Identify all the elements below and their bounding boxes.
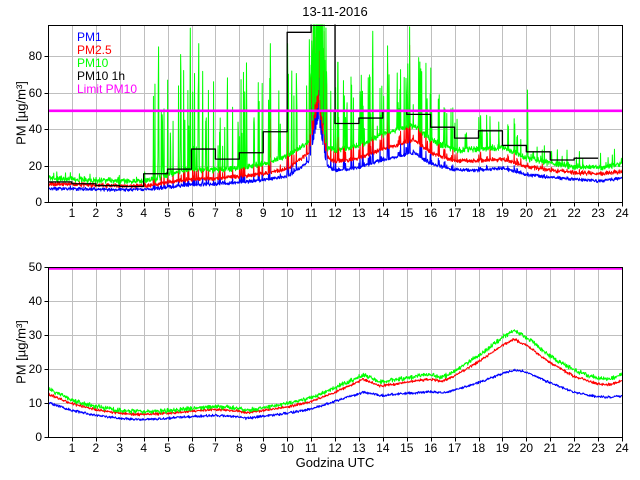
x-tick-label: 7 <box>212 441 219 455</box>
x-tick-label: 19 <box>495 206 510 220</box>
x-tick-label: 11 <box>304 206 318 220</box>
x-tick-label: 16 <box>423 206 438 220</box>
x-tick-label: 20 <box>519 206 533 220</box>
x-tick-label: 13 <box>352 206 366 220</box>
x-tick-label: 1 <box>68 206 76 220</box>
x-tick-label: 23 <box>591 441 605 455</box>
legend-item-pm10-1h: PM10 1h <box>77 69 126 83</box>
x-tick-label: 10 <box>280 206 294 220</box>
x-tick-label: 22 <box>567 206 581 220</box>
y-tick-label: 40 <box>28 294 42 308</box>
x-tick-label: 21 <box>543 441 557 455</box>
x-tick-label: 22 <box>567 441 581 455</box>
x-tick-label: 4 <box>140 441 147 455</box>
y-tick-label: 50 <box>28 260 42 274</box>
x-tick-label: 3 <box>116 206 124 220</box>
x-tick-label: 7 <box>212 206 219 220</box>
x-tick-label: 14 <box>376 206 390 220</box>
x-tick-label: 16 <box>423 441 438 455</box>
legend-item-limit-pm10: Limit PM10 <box>77 82 138 96</box>
legend-item-pm10: PM10 <box>77 56 109 70</box>
x-tick-label: 2 <box>92 441 100 455</box>
x-tick-label: 5 <box>164 441 171 455</box>
y-tick-label: 40 <box>28 122 42 136</box>
y-tick-label: 10 <box>28 396 42 410</box>
x-tick-label: 19 <box>495 441 510 455</box>
x-tick-label: 14 <box>376 441 390 455</box>
x-tick-label: 15 <box>400 206 414 220</box>
x-tick-label: 20 <box>519 441 533 455</box>
x-axis-label: Godzina UTC <box>295 455 375 470</box>
x-tick-label: 4 <box>140 206 147 220</box>
legend-item-pm2-5: PM2.5 <box>77 43 112 57</box>
x-tick-label: 11 <box>304 441 318 455</box>
x-tick-label: 2 <box>92 206 100 220</box>
x-tick-label: 17 <box>447 206 462 220</box>
legend-item-pm1: PM1 <box>77 30 102 44</box>
x-tick-label: 24 <box>615 441 629 455</box>
x-tick-label: 15 <box>400 441 414 455</box>
y-tick-label: 0 <box>35 430 42 444</box>
x-tick-label: 3 <box>116 441 124 455</box>
y-tick-label: 0 <box>35 195 42 209</box>
legend: PM1 PM2.5 PM10 PM10 1h Limit PM10 <box>77 31 137 96</box>
x-tick-label: 10 <box>280 441 294 455</box>
x-tick-label: 17 <box>447 441 462 455</box>
x-tick-label: 18 <box>471 441 486 455</box>
y-tick-label: 20 <box>28 158 42 173</box>
y-tick-label: 20 <box>28 362 42 376</box>
x-tick-label: 23 <box>591 206 605 220</box>
x-tick-label: 1 <box>68 441 76 455</box>
x-tick-label: 6 <box>188 441 195 455</box>
x-tick-label: 24 <box>615 206 629 220</box>
chart-title: 13-11-2016 <box>302 4 368 19</box>
y-tick-label: 30 <box>28 328 42 342</box>
x-tick-label: 5 <box>164 206 171 220</box>
x-tick-label: 9 <box>259 441 267 455</box>
x-tick-label: 6 <box>188 206 195 220</box>
x-tick-label: 9 <box>259 206 267 220</box>
x-tick-label: 12 <box>328 206 342 220</box>
x-tick-label: 21 <box>543 206 557 220</box>
x-tick-label: 12 <box>328 441 342 455</box>
x-tick-label: 13 <box>352 441 366 455</box>
x-tick-label: 18 <box>471 206 486 220</box>
y-tick-label: 80 <box>28 49 42 64</box>
y-tick-label: 60 <box>28 85 42 100</box>
x-tick-label: 8 <box>235 441 243 455</box>
x-tick-label: 8 <box>235 206 243 220</box>
